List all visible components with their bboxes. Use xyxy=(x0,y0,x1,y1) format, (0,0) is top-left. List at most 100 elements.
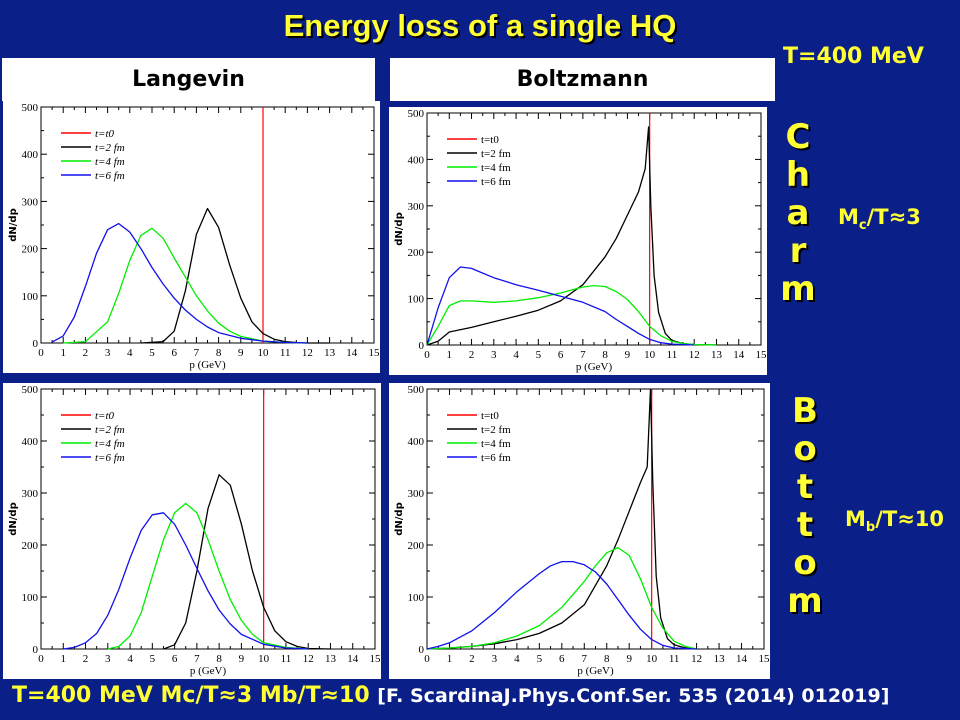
x-tick-label: 9 xyxy=(239,653,245,665)
x-tick-label: 3 xyxy=(492,653,498,665)
x-tick-label: 7 xyxy=(580,349,586,361)
y-tick-label: 300 xyxy=(22,196,39,208)
x-tick-label: 5 xyxy=(149,347,155,359)
x-tick-label: 9 xyxy=(625,349,631,361)
ratio-m: M xyxy=(845,507,866,531)
bottom-letter: o xyxy=(793,429,817,469)
y-tick-label: 0 xyxy=(33,338,39,350)
x-tick-label: 5 xyxy=(536,349,542,361)
plot-langevin-charm: 0 1 2 3 4 5 6 7 8 9 10 11 12 13 14 15 0 100 200 300 400 500 p … xyxy=(3,101,380,373)
x-tick-label: 9 xyxy=(238,347,244,359)
x-tick-label: 8 xyxy=(604,653,610,665)
x-tick-label: 12 xyxy=(691,653,702,665)
x-tick-label: 13 xyxy=(325,653,337,665)
y-tick-label: 200 xyxy=(22,244,39,256)
x-tick-label: 1 xyxy=(60,347,66,359)
x-tick-label: 7 xyxy=(194,653,200,665)
footer: T=400 MeV Mc/T≈3 Mb/T≈10 [F. ScardinaJ.P… xyxy=(12,683,889,708)
x-tick-label: 3 xyxy=(105,653,111,665)
x-tick-label: 5 xyxy=(150,653,156,665)
x-tick-label: 4 xyxy=(513,349,519,361)
y-axis-label: dN/dp xyxy=(394,212,405,246)
series-line-t4fm xyxy=(107,502,309,650)
bottom-letter: o xyxy=(793,543,817,583)
y-tick-label: 300 xyxy=(408,201,425,213)
x-tick-label: 0 xyxy=(424,653,430,665)
x-tick-label: 7 xyxy=(194,347,200,359)
x-tick-label: 6 xyxy=(559,653,565,665)
x-tick-label: 12 xyxy=(302,347,313,359)
legend-label: t=6 fm xyxy=(95,452,125,464)
y-tick-label: 400 xyxy=(22,149,39,161)
x-tick-label: 5 xyxy=(537,653,543,665)
y-tick-label: 500 xyxy=(22,384,39,396)
legend-label: t=2 fm xyxy=(95,142,125,154)
y-tick-label: 500 xyxy=(408,108,425,120)
legend-label: t=2 fm xyxy=(481,148,511,160)
x-tick-label: 11 xyxy=(280,347,291,359)
legend-label: t=4 fm xyxy=(481,162,511,174)
plot-langevin-bottom: 0 1 2 3 4 5 6 7 8 9 10 11 12 13 14 15 0 100 200 300 400 500 p … xyxy=(3,383,381,679)
legend-label: t=6 fm xyxy=(95,170,125,182)
x-tick-label: 1 xyxy=(447,653,453,665)
series-line-t6fm xyxy=(426,560,697,650)
series-line-t4fm xyxy=(426,546,697,650)
legend-label: t=2 fm xyxy=(95,424,125,436)
y-tick-label: 100 xyxy=(408,294,425,306)
x-tick-label: 2 xyxy=(469,653,475,665)
x-tick-label: 8 xyxy=(216,653,222,665)
y-tick-label: 500 xyxy=(408,384,425,396)
y-tick-label: 300 xyxy=(22,488,39,500)
charm-letter: a xyxy=(786,193,810,233)
x-tick-label: 15 xyxy=(370,653,382,665)
y-axis-label: dN/dp xyxy=(8,502,19,536)
bottom-letter: t xyxy=(796,467,814,507)
footer-reference: [F. ScardinaJ.Phys.Conf.Ser. 535 (2014) … xyxy=(377,685,890,707)
y-tick-label: 200 xyxy=(408,247,425,259)
x-tick-label: 4 xyxy=(127,347,133,359)
chart-boltzmann-bottom: 0 1 2 3 4 5 6 7 8 9 10 11 12 13 14 150100200300400500p … xyxy=(394,384,770,677)
x-tick-label: 10 xyxy=(258,347,270,359)
legend-label: t=t0 xyxy=(95,128,115,140)
y-tick-label: 200 xyxy=(22,540,39,552)
ratio-value: /T≈3 xyxy=(866,205,921,229)
y-tick-label: 400 xyxy=(408,436,425,448)
charm-letter: C xyxy=(785,117,811,157)
x-tick-label: 11 xyxy=(281,653,292,665)
x-tick-label: 3 xyxy=(105,347,111,359)
column-header-langevin: Langevin xyxy=(2,58,375,101)
x-tick-label: 0 xyxy=(38,347,44,359)
ratio-sub: c xyxy=(858,218,867,234)
series-line-t4fm xyxy=(426,284,717,346)
series-line-t6fm xyxy=(426,266,695,346)
legend-label: t=6 fm xyxy=(481,452,511,464)
y-tick-label: 0 xyxy=(419,644,425,656)
charm-letter: m xyxy=(780,269,816,309)
y-axis-label: dN/dp xyxy=(394,502,405,536)
x-tick-label: 11 xyxy=(667,349,678,361)
plot-frame xyxy=(426,112,762,346)
bottom-letter: t xyxy=(796,505,814,545)
y-tick-label: 0 xyxy=(33,644,39,656)
legend-label: t=4 fm xyxy=(95,156,125,168)
charm-letter: h xyxy=(785,155,811,195)
charm-label: C h a r m xyxy=(778,118,818,308)
legend-label: t=t0 xyxy=(481,134,499,146)
x-tick-label: 0 xyxy=(38,653,44,665)
series-line-t6fm xyxy=(51,222,308,344)
x-tick-label: 7 xyxy=(582,653,588,665)
x-axis-label: p (GeV) xyxy=(576,361,613,373)
bottom-letter: m xyxy=(787,581,823,621)
x-tick-label: 10 xyxy=(258,653,270,665)
plot-boltzmann-bottom: 0 1 2 3 4 5 6 7 8 9 10 11 12 13 14 15 0 100 200 300 400 500 p … xyxy=(389,383,770,679)
bottom-mass-ratio: Mb/T≈10 xyxy=(845,507,944,535)
chart-langevin-bottom: 0 1 2 3 4 5 6 7 8 9 10 11 12 13 14 150100200300400500p … xyxy=(8,384,382,677)
series-line-t2fm xyxy=(426,126,717,346)
x-tick-label: 10 xyxy=(646,653,658,665)
series-line-t2fm xyxy=(163,474,331,650)
x-tick-label: 6 xyxy=(172,653,178,665)
x-tick-label: 2 xyxy=(83,347,89,359)
x-tick-label: 4 xyxy=(127,653,133,665)
legend-label: t=4 fm xyxy=(481,438,511,450)
y-tick-label: 500 xyxy=(22,102,39,114)
